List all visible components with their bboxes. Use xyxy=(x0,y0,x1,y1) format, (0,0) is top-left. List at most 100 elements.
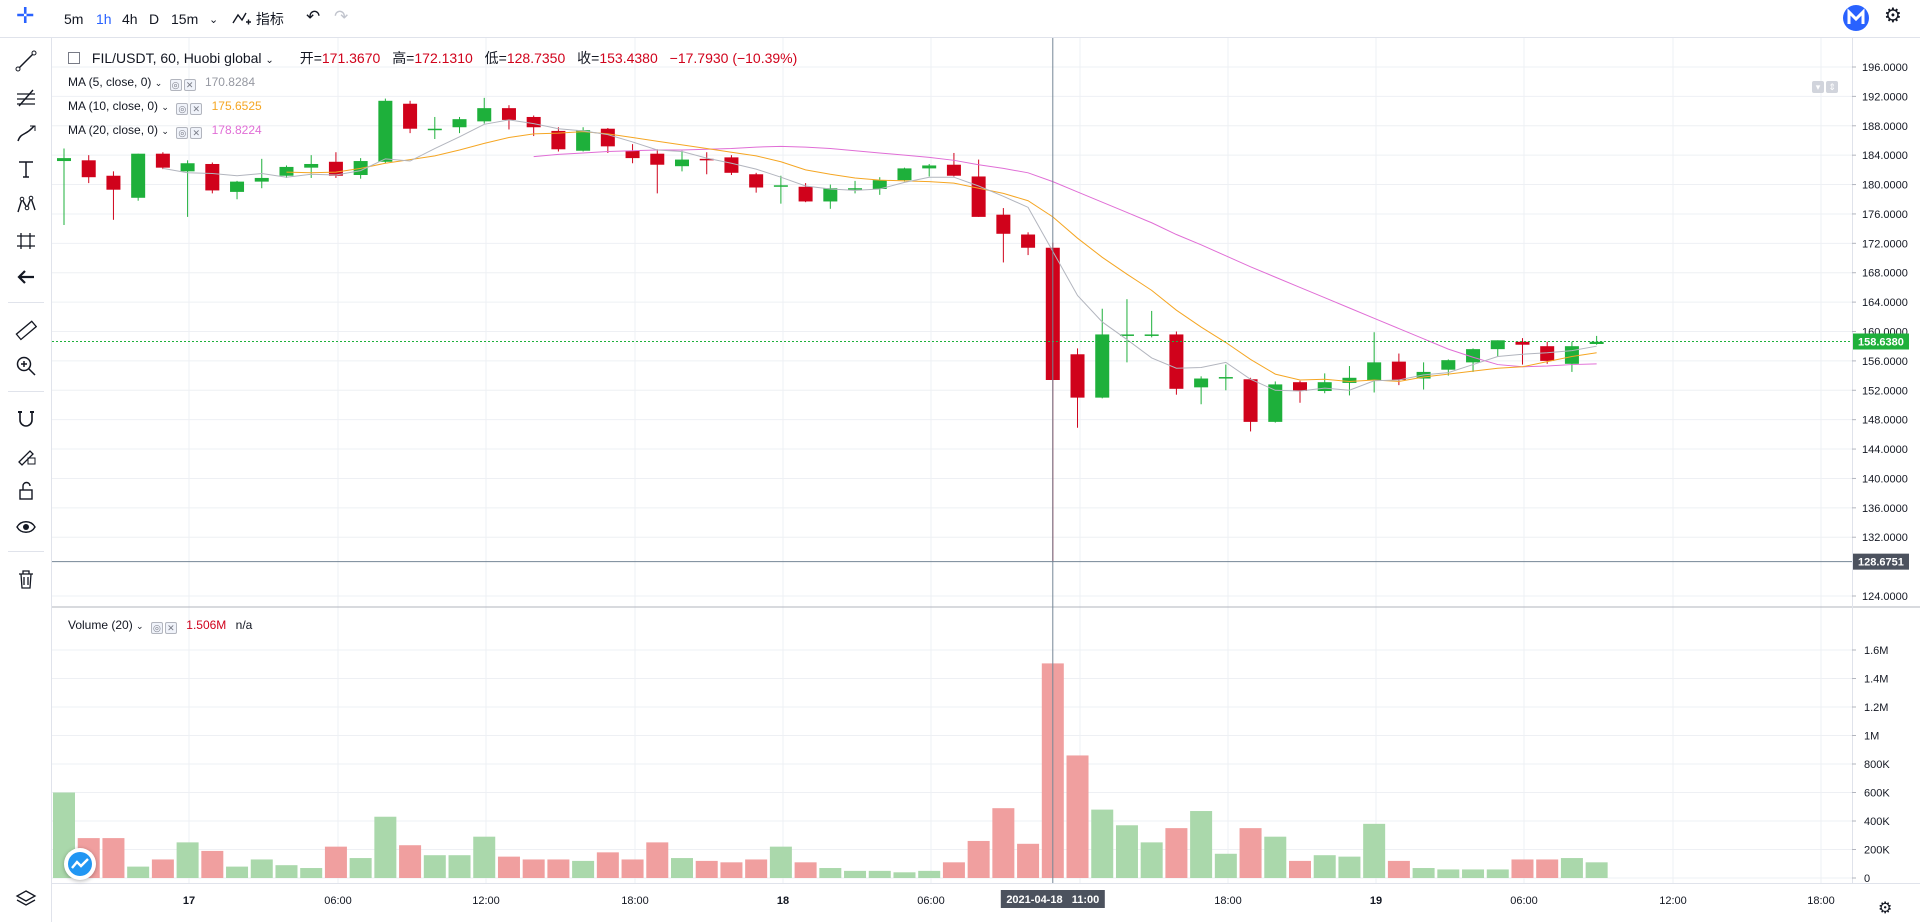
volume-bar xyxy=(572,860,595,878)
collapse-icon[interactable] xyxy=(68,52,80,64)
brush-icon[interactable] xyxy=(10,117,42,149)
candle-body xyxy=(1391,361,1406,380)
low-label: 低= xyxy=(484,50,507,66)
price-tick-label: 124.0000 xyxy=(1862,591,1908,603)
ma20-value: 178.8224 xyxy=(211,123,262,137)
ma10-chevron-icon[interactable]: ⌄ xyxy=(161,102,169,112)
candle-body xyxy=(180,163,195,172)
ma20-remove-icon[interactable]: ✕ xyxy=(190,127,203,139)
crosshair-time-tag-bg xyxy=(1000,890,1105,908)
interval-1h[interactable]: 1h xyxy=(96,11,112,27)
ma20-name[interactable]: MA (20, close, 0) xyxy=(68,123,159,137)
indicator-icon xyxy=(232,12,251,25)
volume-bar xyxy=(1165,828,1188,878)
volume-bar xyxy=(868,870,891,878)
chart-area[interactable]: 196.0000 192.0000 188.0000 184.0000 180.0000… xyxy=(52,38,1920,922)
volume-bar xyxy=(1338,856,1361,878)
unlock-icon[interactable] xyxy=(10,475,42,507)
volume-tick-label: 1.4M xyxy=(1864,674,1888,686)
symbol-chevron-icon[interactable]: ⌄ xyxy=(265,55,274,66)
volume-extra: n/a xyxy=(235,618,253,632)
brand-logo-icon[interactable] xyxy=(1842,4,1870,37)
time-tick-label: 18:00 xyxy=(621,895,649,907)
text-tool-icon[interactable] xyxy=(10,153,42,185)
ma5-line xyxy=(162,119,1597,392)
volume-chevron-icon[interactable]: ⌄ xyxy=(136,621,144,631)
pattern-tool-icon[interactable] xyxy=(10,189,42,221)
volume-bar xyxy=(596,852,619,878)
lock-drawing-icon[interactable] xyxy=(10,439,42,471)
candle-body xyxy=(131,153,146,198)
crosshair-icon[interactable]: ✛ xyxy=(16,3,35,28)
candle-body xyxy=(1268,384,1283,422)
candle-body xyxy=(1466,349,1481,363)
zoom-in-icon[interactable] xyxy=(10,350,42,382)
symbol-name[interactable]: FIL/USDT, 60, Huobi global xyxy=(91,50,262,66)
candle-body xyxy=(625,150,640,159)
last-price-tag-bg xyxy=(1853,333,1909,350)
candle-body xyxy=(823,188,838,202)
magnet-icon[interactable] xyxy=(10,403,42,435)
volume-legend: Volume (20) ⌄ ◎ ✕ 1.506M n/a xyxy=(68,617,252,634)
price-axis: 196.0000 192.0000 188.0000 184.0000 180.0000… xyxy=(1852,62,1908,603)
volume-bar xyxy=(201,850,224,878)
crosshair-time-tag: 2021-04-18 11:00 xyxy=(1000,890,1105,908)
ruler-icon[interactable] xyxy=(10,314,42,346)
volume-value: 1.506M xyxy=(186,618,227,632)
volume-bar xyxy=(151,859,174,878)
redo-icon[interactable]: ↷ xyxy=(334,7,349,26)
pane-move-icon[interactable]: ⇕ xyxy=(1826,81,1838,93)
candle-body xyxy=(279,166,294,176)
low-value: 128.7350 xyxy=(506,50,566,66)
fib-tool-icon[interactable] xyxy=(10,81,42,113)
chevron-down-icon[interactable]: ⌄ xyxy=(209,14,219,26)
trend-line-icon[interactable] xyxy=(10,45,42,77)
close-label: 收= xyxy=(577,50,600,66)
time-tick-label: 18 xyxy=(777,895,789,907)
visibility-eye-icon[interactable] xyxy=(10,511,42,543)
interval-4h[interactable]: 4h xyxy=(122,11,138,27)
indicators-button[interactable]: 指标 xyxy=(232,9,284,29)
pane-controls: ▾ ⇕ xyxy=(1808,75,1838,93)
candle-body xyxy=(57,158,71,162)
interval-d[interactable]: D xyxy=(149,11,160,27)
back-arrow-icon[interactable] xyxy=(10,261,42,293)
trash-icon[interactable] xyxy=(10,563,42,595)
ma10-settings-icon[interactable]: ◎ xyxy=(176,103,189,115)
interval-5m[interactable]: 5m xyxy=(64,11,84,27)
candle-body xyxy=(501,108,516,120)
volume-remove-icon[interactable]: ✕ xyxy=(164,622,177,634)
object-tree-icon[interactable] xyxy=(10,883,42,915)
ma5-name[interactable]: MA (5, close, 0) xyxy=(68,75,152,89)
watermark-logo-icon[interactable] xyxy=(64,848,96,880)
volume-axis: 1.6M 1.4M 1.2M 1M 800K 600K 400K 200K 0 xyxy=(1852,645,1890,885)
volume-bar xyxy=(399,845,422,878)
volume-bar xyxy=(1066,755,1089,878)
settings-gear-icon[interactable]: ⚙ xyxy=(1884,5,1902,27)
time-tick-label: 12:00 xyxy=(472,895,500,907)
ma5-settings-icon[interactable]: ◎ xyxy=(169,79,182,91)
change-value: −17.7930 (−10.39%) xyxy=(669,50,798,66)
volume-name[interactable]: Volume (20) xyxy=(68,618,133,632)
pane-collapse-icon[interactable]: ▾ xyxy=(1812,81,1824,93)
candle-body xyxy=(922,165,937,169)
ma10-name[interactable]: MA (10, close, 0) xyxy=(68,99,159,113)
volume-bar xyxy=(547,859,570,878)
ma20-chevron-icon[interactable]: ⌄ xyxy=(161,126,169,136)
volume-bar xyxy=(720,862,743,878)
undo-icon[interactable]: ↶ xyxy=(306,7,321,26)
chart-settings-gear-icon[interactable]: ⚙ xyxy=(1878,900,1893,917)
ma10-remove-icon[interactable]: ✕ xyxy=(190,103,203,115)
candle-body xyxy=(576,130,591,151)
prediction-tool-icon[interactable] xyxy=(10,225,42,257)
ma10-line xyxy=(286,131,1597,382)
ma20-settings-icon[interactable]: ◎ xyxy=(176,127,189,139)
ma5-chevron-icon[interactable]: ⌄ xyxy=(154,78,163,88)
candle-body xyxy=(872,180,887,189)
candle-body xyxy=(1144,334,1159,336)
interval-15m[interactable]: 15m xyxy=(171,11,199,27)
candle-body xyxy=(1095,334,1110,398)
ma5-remove-icon[interactable]: ✕ xyxy=(183,79,196,91)
volume-settings-icon[interactable]: ◎ xyxy=(150,622,163,634)
price-tick-label: 156.0000 xyxy=(1862,356,1908,368)
